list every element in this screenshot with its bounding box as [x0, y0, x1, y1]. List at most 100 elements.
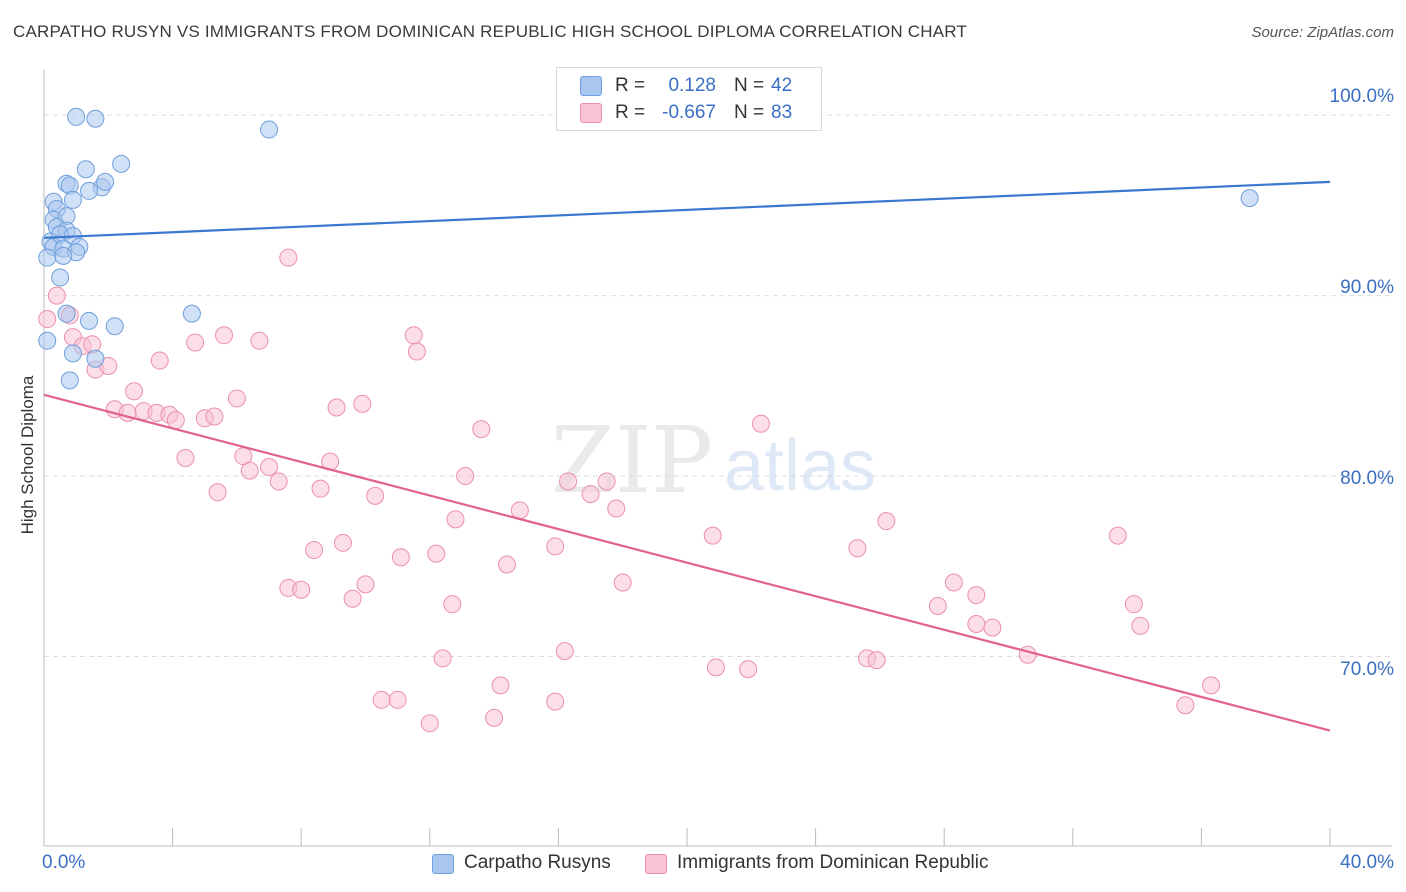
data-point	[497, 555, 516, 574]
data-point	[404, 326, 423, 345]
data-point	[485, 708, 504, 727]
data-point	[205, 407, 224, 426]
data-point	[80, 311, 99, 330]
data-point	[472, 420, 491, 439]
axes	[43, 70, 1392, 847]
data-point	[751, 414, 770, 433]
data-point	[391, 548, 410, 567]
legend-label: Immigrants from Dominican Republic	[677, 852, 989, 873]
data-point	[706, 658, 725, 677]
legend-r-value: 0.128	[668, 75, 716, 96]
chart-title: CARPATHO RUSYN VS IMMIGRANTS FROM DOMINI…	[13, 22, 968, 41]
data-point	[67, 107, 86, 126]
data-point	[327, 398, 346, 417]
data-point	[967, 615, 986, 634]
data-point	[292, 580, 311, 599]
data-point	[597, 472, 616, 491]
data-point	[54, 246, 73, 265]
data-point	[546, 537, 565, 556]
watermark-zip: ZIP	[551, 407, 713, 514]
data-point	[105, 317, 124, 336]
legend-n-value: 42	[771, 75, 793, 96]
data-point	[125, 382, 144, 401]
data-point	[63, 190, 82, 209]
data-point	[703, 526, 722, 545]
data-point	[1124, 595, 1143, 614]
data-point	[38, 331, 57, 350]
data-point	[944, 573, 963, 592]
x-tick-label-min: 0.0%	[42, 852, 86, 873]
trend-line	[43, 180, 1331, 239]
data-point	[60, 371, 79, 390]
data-point	[407, 342, 426, 361]
data-point	[559, 472, 578, 491]
data-point	[848, 539, 867, 558]
data-point	[343, 589, 362, 608]
y-tick-label-100: 100.0%	[1329, 86, 1394, 107]
data-point	[311, 479, 330, 498]
data-point	[86, 109, 105, 128]
watermark: ZIP atlas	[551, 407, 876, 514]
legend-swatch-blue	[432, 854, 454, 874]
data-point	[86, 349, 105, 368]
data-point	[581, 485, 600, 504]
legend-n-label: N =	[734, 75, 765, 96]
stats-legend: R = 0.128 N = 42 R = -0.667 N = 83	[556, 67, 822, 131]
data-point	[967, 586, 986, 605]
data-point	[877, 512, 896, 531]
watermark-atlas: atlas	[724, 426, 876, 506]
legend-label: Carpatho Rusyns	[464, 852, 611, 873]
data-point	[1018, 645, 1037, 664]
legend-r-label: R =	[615, 102, 646, 123]
data-point	[227, 389, 246, 408]
data-point	[260, 458, 279, 477]
legend-r-label: R =	[615, 75, 646, 96]
data-point	[279, 248, 298, 267]
data-point	[1240, 189, 1259, 208]
legend-row-dominican: R = -0.667 N = 83	[557, 100, 821, 128]
legend-swatch-pink	[580, 103, 602, 123]
data-point	[613, 573, 632, 592]
data-point	[38, 310, 57, 329]
legend-n-value: 83	[771, 102, 793, 123]
legend-row-carpatho: R = 0.128 N = 42	[557, 73, 821, 101]
data-point	[510, 501, 529, 520]
data-point	[739, 660, 758, 679]
legend-swatch-pink	[645, 854, 667, 874]
data-point	[176, 449, 195, 467]
data-point	[491, 676, 510, 695]
data-point	[186, 333, 205, 352]
data-point	[1131, 616, 1150, 635]
data-point	[356, 575, 375, 594]
x-tick-label-max: 40.0%	[1340, 852, 1394, 873]
data-point	[112, 154, 131, 173]
data-point	[80, 181, 99, 200]
data-point	[240, 461, 259, 480]
data-point	[250, 331, 269, 350]
data-point	[47, 286, 66, 305]
legend-n-label: N =	[734, 102, 765, 123]
data-point	[63, 344, 82, 363]
data-point	[51, 268, 70, 287]
data-point	[208, 483, 227, 502]
data-point	[38, 248, 57, 267]
data-point	[269, 472, 288, 491]
data-point	[456, 467, 475, 486]
data-point	[333, 533, 352, 552]
data-point	[76, 160, 95, 179]
gridlines	[44, 114, 1392, 658]
data-point	[96, 172, 115, 191]
data-point	[372, 690, 391, 709]
trend-lines	[43, 180, 1331, 732]
data-point	[928, 596, 947, 615]
data-point	[150, 351, 169, 370]
legend-swatch-blue	[580, 76, 602, 96]
data-point	[446, 510, 465, 529]
data-point	[867, 651, 886, 670]
data-point	[366, 486, 385, 505]
data-point	[443, 595, 462, 614]
data-point	[305, 541, 324, 560]
y-tick-label-80: 80.0%	[1340, 468, 1394, 489]
data-point	[57, 304, 76, 323]
